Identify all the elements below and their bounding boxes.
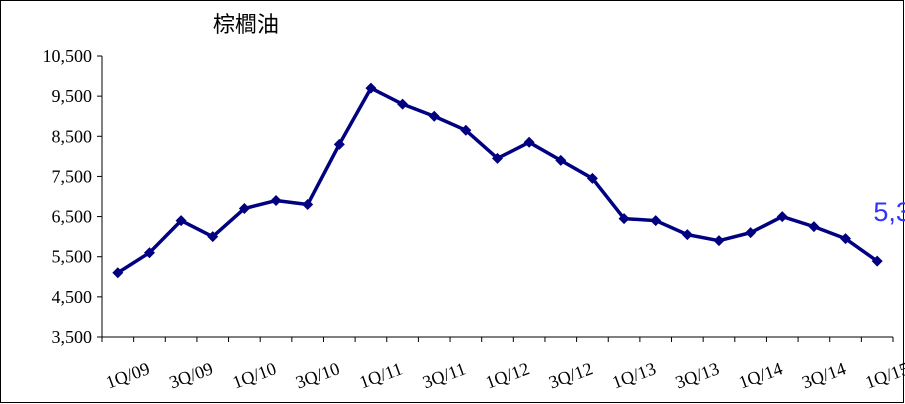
marker — [460, 124, 472, 136]
y-tick-label: 7,500 — [52, 166, 93, 186]
marker — [681, 229, 693, 241]
marker — [840, 233, 852, 245]
value-label: 5,390 — [873, 197, 905, 227]
marker — [523, 136, 535, 148]
marker — [776, 211, 788, 223]
marker — [618, 213, 630, 225]
marker — [365, 82, 377, 94]
marker — [713, 235, 725, 247]
marker — [238, 203, 250, 215]
marker — [555, 154, 567, 166]
marker — [270, 195, 282, 207]
marker — [428, 110, 440, 122]
y-tick-label: 3,500 — [52, 327, 93, 347]
marker — [745, 227, 757, 239]
marker — [808, 221, 820, 233]
marker — [207, 231, 219, 243]
marker — [871, 255, 883, 267]
marker — [302, 199, 314, 211]
y-tick-label: 8,500 — [52, 126, 93, 146]
y-tick-label: 10,500 — [43, 46, 93, 66]
y-tick-label: 5,500 — [52, 247, 93, 267]
chart-title: 棕櫚油 — [213, 12, 279, 37]
marker — [586, 172, 598, 184]
y-tick-label: 6,500 — [52, 207, 93, 227]
marker — [650, 215, 662, 227]
marker — [143, 247, 155, 259]
marker — [492, 152, 503, 164]
y-tick-label: 4,500 — [52, 287, 93, 307]
y-tick-label: 9,500 — [52, 86, 93, 106]
marker — [175, 215, 187, 227]
marker — [397, 98, 409, 110]
marker — [333, 138, 345, 150]
marker — [112, 267, 124, 279]
